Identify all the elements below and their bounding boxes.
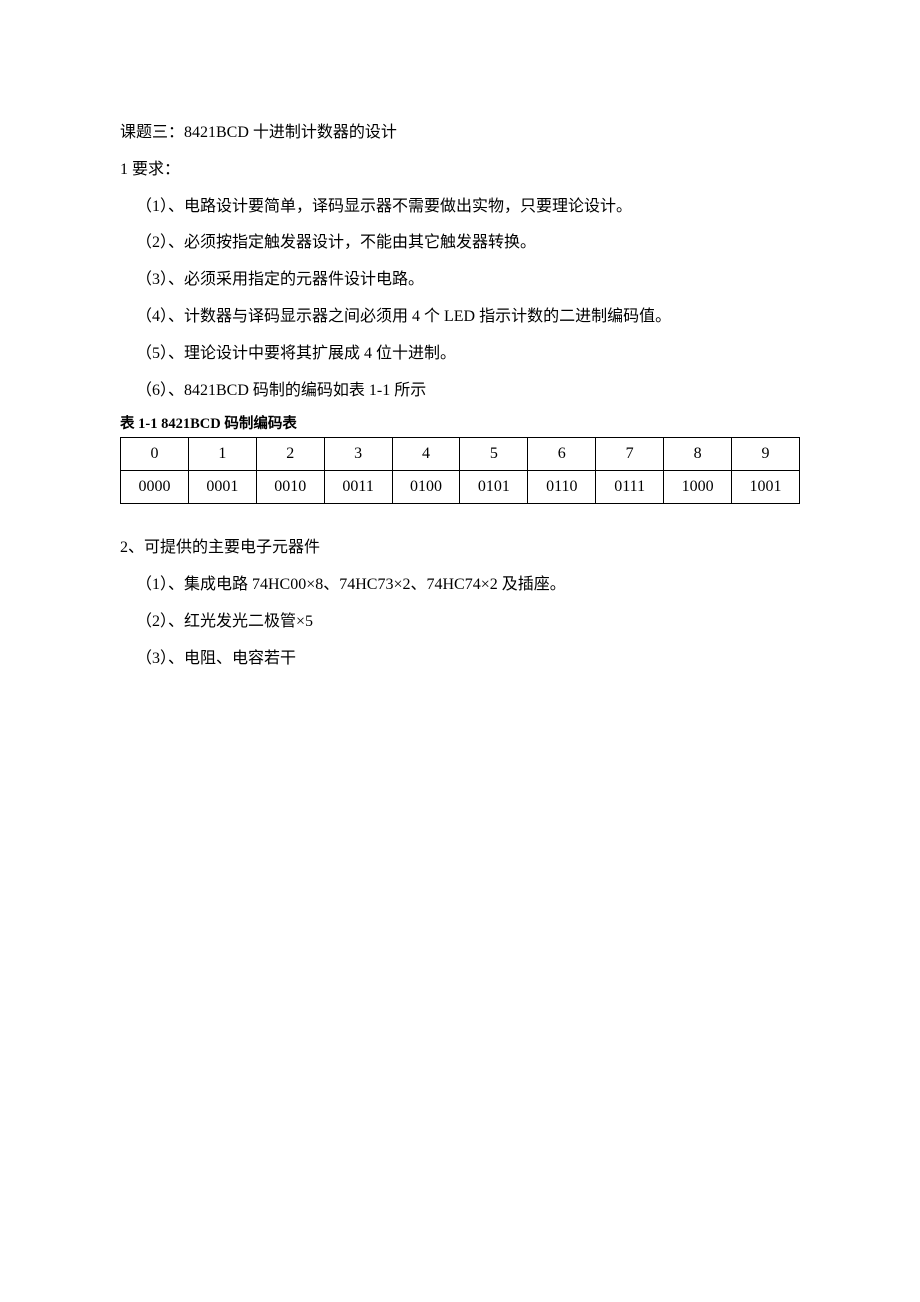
- table-caption: 表 1-1 8421BCD 码制编码表: [120, 411, 800, 437]
- component-item: （3）、电阻、电容若干: [120, 641, 800, 678]
- table-header-cell: 7: [596, 438, 664, 471]
- table-header-cell: 5: [460, 438, 528, 471]
- requirement-item: （5）、理论设计中要将其扩展成 4 位十进制。: [120, 336, 800, 373]
- section2-heading: 2、可提供的主要电子元器件: [120, 530, 800, 567]
- table-data-cell: 1001: [732, 471, 800, 504]
- table-header-cell: 0: [121, 438, 189, 471]
- requirement-item: （2）、必须按指定触发器设计，不能由其它触发器转换。: [120, 225, 800, 262]
- table-data-cell: 0000: [121, 471, 189, 504]
- table-data-cell: 0111: [596, 471, 664, 504]
- table-header-row: 0 1 2 3 4 5 6 7 8 9: [121, 438, 800, 471]
- table-header-cell: 2: [256, 438, 324, 471]
- bcd-encoding-table: 0 1 2 3 4 5 6 7 8 9 0000 0001 0010 0011 …: [120, 437, 800, 504]
- table-data-cell: 0110: [528, 471, 596, 504]
- table-data-cell: 0010: [256, 471, 324, 504]
- table-data-cell: 1000: [664, 471, 732, 504]
- table-header-cell: 1: [188, 438, 256, 471]
- table-header-cell: 6: [528, 438, 596, 471]
- requirement-item: （1）、电路设计要简单，译码显示器不需要做出实物，只要理论设计。: [120, 189, 800, 226]
- table-data-row: 0000 0001 0010 0011 0100 0101 0110 0111 …: [121, 471, 800, 504]
- component-item: （1）、集成电路 74HC00×8、74HC73×2、74HC74×2 及插座。: [120, 567, 800, 604]
- requirement-item: （4）、计数器与译码显示器之间必须用 4 个 LED 指示计数的二进制编码值。: [120, 299, 800, 336]
- requirement-item: （6）、8421BCD 码制的编码如表 1-1 所示: [120, 373, 800, 410]
- table-data-cell: 0100: [392, 471, 460, 504]
- section1-heading: 1 要求：: [120, 152, 800, 189]
- table-data-cell: 0101: [460, 471, 528, 504]
- document-title: 课题三：8421BCD 十进制计数器的设计: [120, 115, 800, 152]
- document-content: 课题三：8421BCD 十进制计数器的设计 1 要求： （1）、电路设计要简单，…: [120, 115, 800, 678]
- table-data-cell: 0001: [188, 471, 256, 504]
- requirement-item: （3）、必须采用指定的元器件设计电路。: [120, 262, 800, 299]
- table-header-cell: 3: [324, 438, 392, 471]
- table-data-cell: 0011: [324, 471, 392, 504]
- table-header-cell: 9: [732, 438, 800, 471]
- table-header-cell: 4: [392, 438, 460, 471]
- table-header-cell: 8: [664, 438, 732, 471]
- component-item: （2）、红光发光二极管×5: [120, 604, 800, 641]
